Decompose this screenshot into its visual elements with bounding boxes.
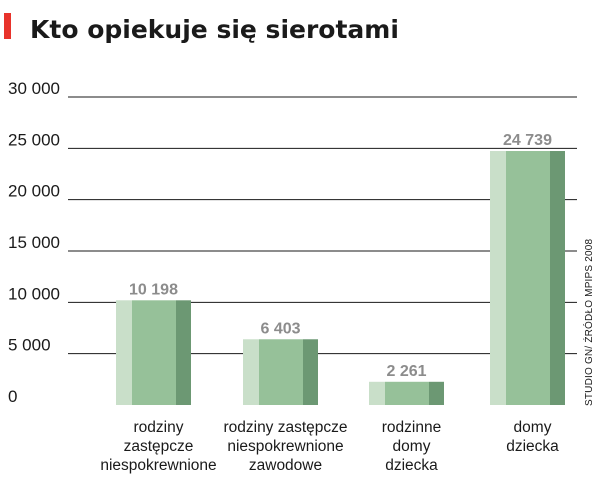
y-tick-label: 0 bbox=[8, 387, 17, 406]
category-label: rodzinne bbox=[382, 419, 441, 436]
bar-highlight bbox=[243, 339, 259, 405]
bar-body bbox=[506, 151, 550, 405]
bar bbox=[369, 381, 444, 405]
title-accent-bar bbox=[4, 13, 11, 39]
category-label: zastępcze bbox=[124, 438, 194, 455]
bar bbox=[116, 300, 191, 405]
y-tick-label: 30 000 bbox=[8, 79, 60, 98]
category-label: domy bbox=[393, 438, 431, 455]
y-tick-label: 15 000 bbox=[8, 233, 60, 252]
y-tick-label: 20 000 bbox=[8, 182, 60, 201]
category-label: rodziny bbox=[134, 419, 184, 436]
category-label: rodziny zastępcze bbox=[223, 419, 347, 436]
bar-body bbox=[259, 339, 303, 405]
category-label: dziecka bbox=[385, 457, 438, 474]
category-label: niespokrewnione bbox=[227, 438, 343, 455]
bar-shadow bbox=[550, 151, 565, 405]
bar-shadow bbox=[303, 339, 318, 405]
bar-value-label: 10 198 bbox=[129, 281, 178, 298]
bar-shadow bbox=[429, 381, 444, 405]
bar-value-label: 6 403 bbox=[260, 320, 300, 337]
bar bbox=[243, 339, 318, 405]
category-label: zawodowe bbox=[249, 457, 322, 474]
category-label: niespokrewnione bbox=[100, 457, 216, 474]
source-credit: STUDIO GN/ ŹRÓDŁO MPIPS 2008 bbox=[582, 238, 595, 406]
chart-title: Kto opiekuje się sierotami bbox=[30, 15, 399, 44]
category-label: domy bbox=[514, 419, 552, 436]
y-tick-label: 25 000 bbox=[8, 130, 60, 149]
bar-body bbox=[132, 300, 176, 405]
y-tick-label: 5 000 bbox=[8, 336, 51, 355]
bar-highlight bbox=[490, 151, 506, 405]
bar-value-label: 24 739 bbox=[503, 132, 552, 149]
bar-highlight bbox=[116, 300, 132, 405]
bar-highlight bbox=[369, 381, 385, 405]
bar-body bbox=[385, 381, 429, 405]
bar bbox=[490, 151, 565, 405]
bar-shadow bbox=[176, 300, 191, 405]
category-label: dziecka bbox=[506, 438, 559, 455]
bar-value-label: 2 261 bbox=[386, 363, 426, 380]
y-tick-label: 10 000 bbox=[8, 284, 60, 303]
